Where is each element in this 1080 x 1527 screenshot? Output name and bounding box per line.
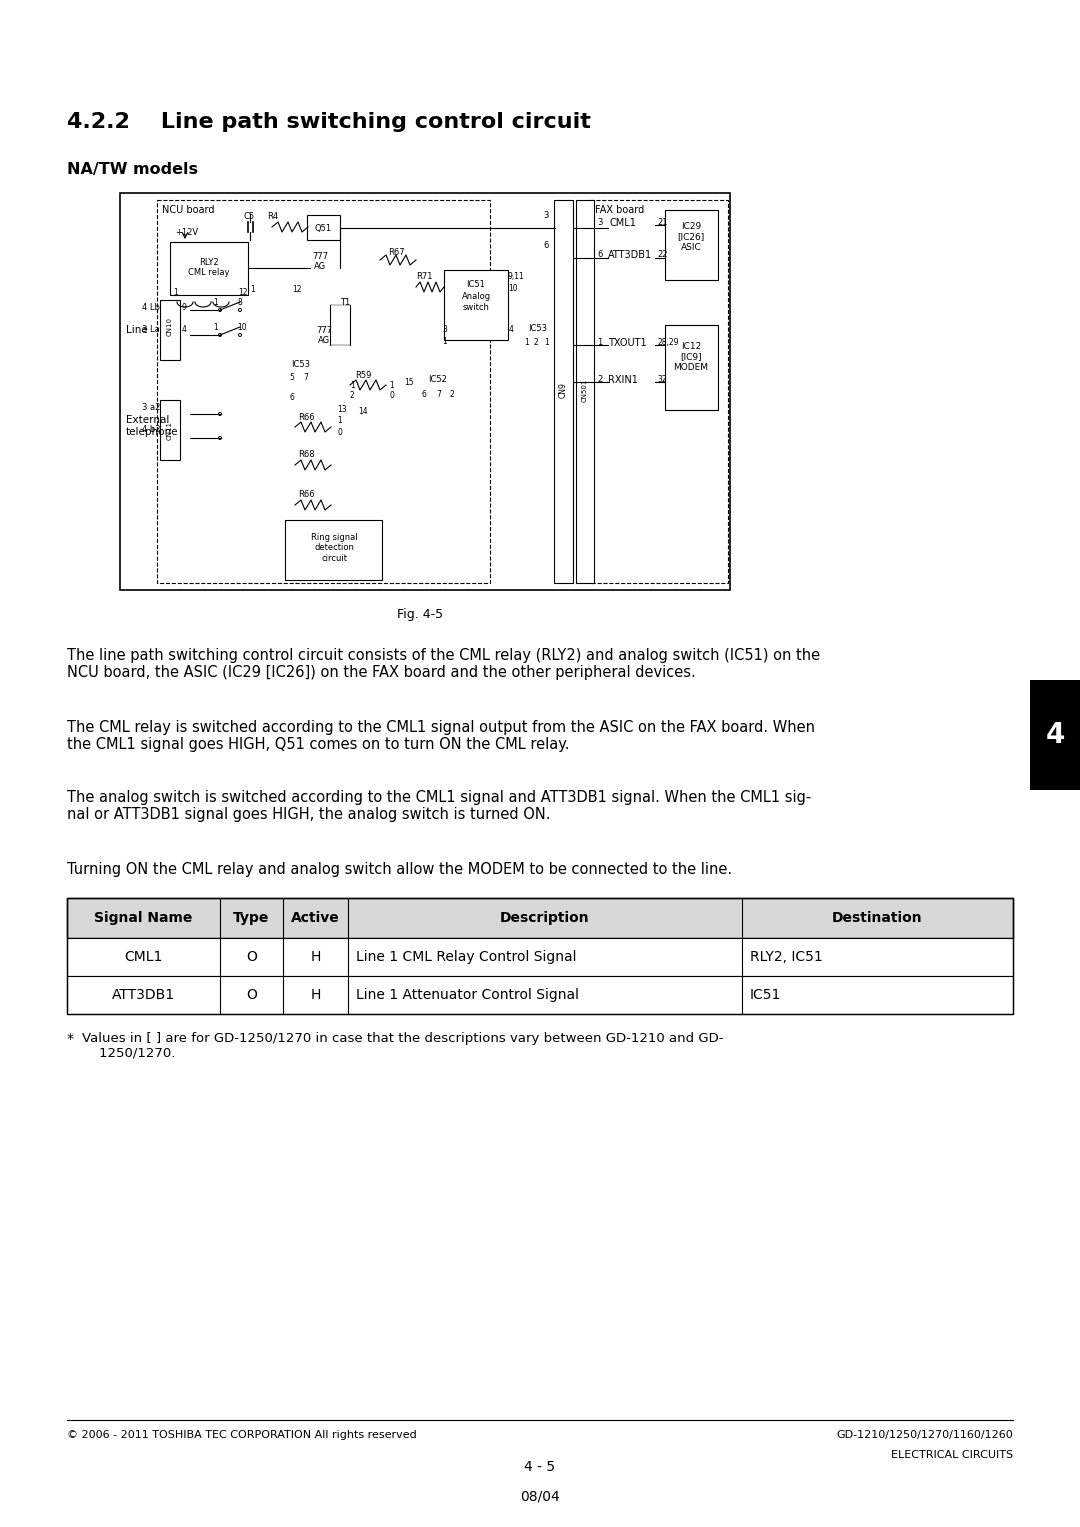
Text: GD-1210/1250/1270/1160/1260: GD-1210/1250/1270/1160/1260: [836, 1429, 1013, 1440]
Text: 08/04: 08/04: [521, 1490, 559, 1504]
Bar: [576, 200, 594, 583]
Bar: [67, 898, 1013, 1014]
Text: The CML relay is switched according to the CML1 signal output from the ASIC on t: The CML relay is switched according to t…: [67, 721, 815, 753]
Text: H: H: [310, 988, 321, 1002]
Bar: [120, 192, 730, 589]
Text: Description: Description: [500, 912, 590, 925]
Text: External
telephone: External telephone: [126, 415, 178, 437]
Text: 6: 6: [597, 250, 603, 260]
Text: Fig. 4-5: Fig. 4-5: [397, 608, 443, 621]
Text: CN11: CN11: [167, 420, 173, 440]
Bar: [665, 325, 718, 411]
Text: Type: Type: [233, 912, 270, 925]
Bar: [1030, 680, 1080, 789]
Text: R66: R66: [298, 490, 314, 499]
Text: C5: C5: [243, 212, 254, 221]
Text: ATT3DB1: ATT3DB1: [608, 250, 652, 260]
Text: 14: 14: [357, 408, 367, 415]
Text: IC29
[IC26]
ASIC: IC29 [IC26] ASIC: [677, 221, 704, 252]
Bar: [170, 241, 248, 295]
Text: 1: 1: [213, 298, 218, 307]
Text: RLY2, IC51: RLY2, IC51: [750, 950, 823, 964]
Text: 9: 9: [183, 302, 187, 312]
Text: 10: 10: [508, 284, 517, 293]
Text: H: H: [310, 950, 321, 964]
Bar: [665, 211, 718, 279]
Text: 28,29: 28,29: [657, 337, 678, 347]
Text: 8: 8: [237, 298, 242, 307]
Text: FAX board: FAX board: [595, 205, 645, 215]
Text: R4: R4: [267, 212, 279, 221]
Text: 1: 1: [337, 415, 341, 425]
Text: The analog switch is switched according to the CML1 signal and ATT3DB1 signal. W: The analog switch is switched according …: [67, 789, 811, 823]
Text: 10: 10: [237, 324, 246, 331]
Bar: [307, 215, 340, 240]
Text: 3: 3: [543, 211, 549, 220]
Text: CN10: CN10: [167, 316, 173, 336]
Text: Values in [ ] are for GD-1250/1270 in case that the descriptions vary between GD: Values in [ ] are for GD-1250/1270 in ca…: [82, 1032, 724, 1060]
Text: 7: 7: [303, 373, 308, 382]
Text: CML1: CML1: [124, 950, 163, 964]
Text: 1: 1: [442, 337, 447, 347]
Text: 7: 7: [436, 389, 441, 399]
Text: IC12
[IC9]
MODEM: IC12 [IC9] MODEM: [674, 342, 708, 371]
Bar: [157, 200, 490, 583]
Text: IC53: IC53: [291, 360, 310, 370]
Text: 3 La: 3 La: [141, 325, 160, 334]
Text: Signal Name: Signal Name: [94, 912, 192, 925]
Text: 4 Lb: 4 Lb: [141, 302, 160, 312]
Text: RLY2
CML relay: RLY2 CML relay: [188, 258, 230, 278]
Text: R67: R67: [388, 247, 405, 257]
Text: O: O: [246, 950, 257, 964]
Bar: [67, 938, 1013, 976]
Text: +12V: +12V: [175, 228, 198, 237]
Text: NCU board: NCU board: [162, 205, 215, 215]
Text: Line: Line: [126, 325, 148, 334]
Text: 4 b2: 4 b2: [141, 425, 161, 434]
Text: 1: 1: [389, 382, 394, 389]
Text: R68: R68: [298, 450, 314, 460]
Text: The line path switching control circuit consists of the CML relay (RLY2) and ana: The line path switching control circuit …: [67, 647, 820, 681]
Text: 2: 2: [534, 337, 538, 347]
Text: 1: 1: [544, 337, 549, 347]
Bar: [590, 200, 728, 583]
Bar: [160, 299, 180, 360]
Text: 777: 777: [316, 325, 333, 334]
Text: IC51: IC51: [750, 988, 781, 1002]
Text: AG: AG: [318, 336, 330, 345]
Text: 12: 12: [238, 289, 247, 296]
Text: 12: 12: [292, 286, 301, 295]
Bar: [444, 270, 508, 341]
Text: 3: 3: [442, 325, 447, 334]
Text: IC53: IC53: [528, 324, 546, 333]
Text: 4: 4: [1045, 721, 1065, 750]
Text: 1: 1: [173, 289, 178, 296]
Text: TXOUT1: TXOUT1: [608, 337, 647, 348]
Text: 2: 2: [449, 389, 454, 399]
Text: 32: 32: [657, 376, 666, 383]
Text: T1: T1: [340, 298, 350, 307]
Text: 6: 6: [543, 241, 549, 250]
Bar: [67, 898, 1013, 938]
Text: 6: 6: [422, 389, 427, 399]
Text: 4 - 5: 4 - 5: [525, 1460, 555, 1474]
Text: *: *: [67, 1032, 75, 1046]
Text: 4.2.2    Line path switching control circuit: 4.2.2 Line path switching control circui…: [67, 111, 591, 131]
Text: 1: 1: [213, 324, 218, 331]
Text: IC51: IC51: [467, 279, 485, 289]
Text: NA/TW models: NA/TW models: [67, 162, 198, 177]
Text: CN9: CN9: [558, 382, 567, 399]
Text: 2: 2: [350, 391, 354, 400]
Text: AG: AG: [314, 263, 326, 270]
Text: 777: 777: [312, 252, 328, 261]
Text: 4: 4: [509, 325, 514, 334]
Text: 1: 1: [350, 382, 354, 389]
Text: Ring signal
detection
circuit: Ring signal detection circuit: [311, 533, 357, 563]
Bar: [285, 521, 382, 580]
Text: 15: 15: [404, 379, 414, 386]
Text: 22: 22: [657, 250, 667, 260]
Text: 9,11: 9,11: [508, 272, 525, 281]
Text: R59: R59: [355, 371, 372, 380]
Text: IC52: IC52: [428, 376, 447, 383]
Bar: [554, 200, 573, 583]
